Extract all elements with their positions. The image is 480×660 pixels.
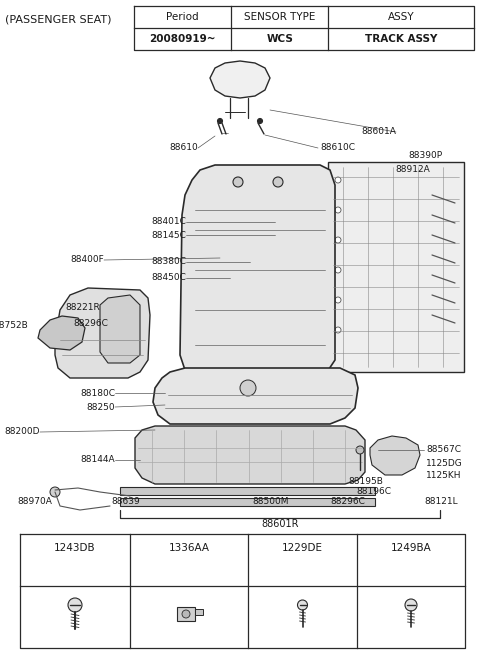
Circle shape: [257, 119, 263, 123]
Text: 88610C: 88610C: [320, 143, 355, 152]
Polygon shape: [180, 165, 335, 382]
Circle shape: [356, 446, 364, 454]
Polygon shape: [55, 288, 150, 378]
Text: 88601A: 88601A: [361, 127, 396, 137]
Text: 88121L: 88121L: [424, 498, 457, 506]
Circle shape: [217, 119, 223, 123]
Text: ASSY: ASSY: [388, 12, 415, 22]
Text: 88250: 88250: [86, 403, 115, 411]
Circle shape: [273, 177, 283, 187]
Text: 88401C: 88401C: [151, 218, 186, 226]
Text: 1125KH: 1125KH: [426, 471, 461, 480]
Circle shape: [335, 327, 341, 333]
Text: 88180C: 88180C: [80, 389, 115, 397]
Circle shape: [298, 600, 308, 610]
Circle shape: [335, 237, 341, 243]
Polygon shape: [135, 426, 365, 484]
Circle shape: [68, 598, 82, 612]
Text: 88200D: 88200D: [4, 428, 40, 436]
Text: 88390P: 88390P: [408, 150, 442, 160]
Polygon shape: [100, 295, 140, 363]
Text: 88610: 88610: [169, 143, 198, 152]
Bar: [120, 498, 375, 506]
Bar: [195, 609, 203, 615]
Text: SENSOR TYPE: SENSOR TYPE: [244, 12, 315, 22]
Text: 88639: 88639: [111, 498, 140, 506]
Text: 1125DG: 1125DG: [426, 459, 463, 469]
Text: 88752B: 88752B: [0, 321, 28, 329]
Text: 88380C: 88380C: [151, 257, 186, 267]
Circle shape: [182, 610, 190, 618]
Text: Period: Period: [166, 12, 199, 22]
Text: 88601R: 88601R: [261, 519, 299, 529]
Polygon shape: [370, 436, 420, 475]
Circle shape: [240, 380, 256, 396]
Text: 88400F: 88400F: [70, 255, 104, 265]
Circle shape: [50, 487, 60, 497]
Circle shape: [335, 267, 341, 273]
Text: 88195B: 88195B: [348, 477, 383, 486]
Bar: [328, 162, 464, 372]
Circle shape: [335, 177, 341, 183]
Text: 88500M: 88500M: [252, 498, 288, 506]
Polygon shape: [38, 316, 85, 350]
Text: 88196C: 88196C: [356, 488, 391, 496]
Bar: [120, 487, 375, 495]
Text: 88145C: 88145C: [151, 230, 186, 240]
Text: 88296C: 88296C: [73, 319, 108, 327]
Text: —: —: [222, 130, 229, 136]
Circle shape: [233, 177, 243, 187]
Text: 88296C: 88296C: [330, 498, 365, 506]
Text: 88970A: 88970A: [17, 498, 52, 506]
Text: WCS: WCS: [266, 34, 293, 44]
Text: 20080919~: 20080919~: [149, 34, 216, 44]
Polygon shape: [210, 61, 270, 98]
Text: 1336AA: 1336AA: [168, 543, 209, 553]
Text: 88567C: 88567C: [426, 446, 461, 455]
Polygon shape: [153, 368, 358, 424]
Text: 1243DB: 1243DB: [54, 543, 96, 553]
Text: 88912A: 88912A: [395, 166, 430, 174]
Text: 88221R: 88221R: [65, 304, 100, 312]
Bar: [177, 607, 195, 621]
Text: 88450C: 88450C: [151, 273, 186, 282]
Text: 1249BA: 1249BA: [391, 543, 432, 553]
Text: (PASSENGER SEAT): (PASSENGER SEAT): [5, 14, 111, 24]
Text: 1229DE: 1229DE: [282, 543, 323, 553]
Text: TRACK ASSY: TRACK ASSY: [365, 34, 437, 44]
Text: 88144A: 88144A: [80, 455, 115, 465]
Circle shape: [335, 207, 341, 213]
Circle shape: [405, 599, 417, 611]
Circle shape: [335, 297, 341, 303]
